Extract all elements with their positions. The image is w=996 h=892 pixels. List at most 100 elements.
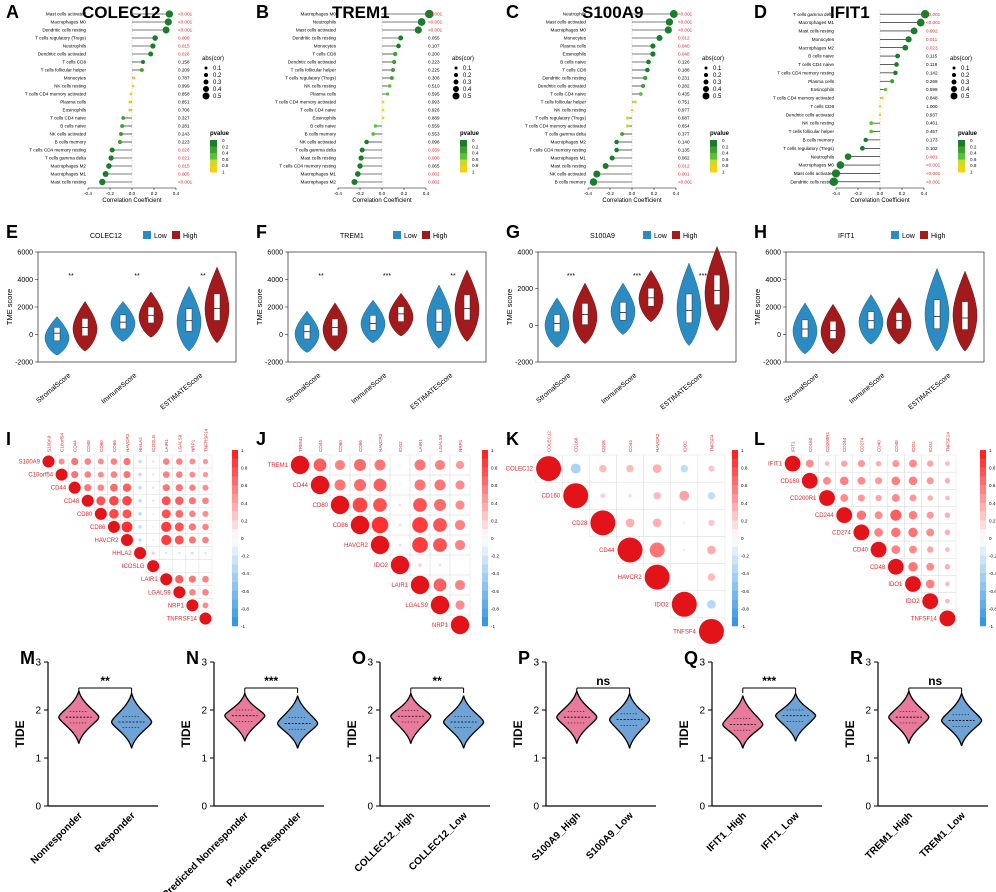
legend-size-label: 0.3 bbox=[961, 80, 970, 86]
colorbar-label: -0.6 bbox=[741, 589, 749, 594]
lollipop-dot bbox=[120, 124, 125, 128]
cell-label: NK cells resting bbox=[554, 108, 586, 113]
lollipop-dot bbox=[396, 43, 401, 49]
row-gene-label: CD44 bbox=[51, 486, 67, 492]
p-value-label: 0.021 bbox=[178, 156, 190, 161]
legend-abs-title: abs(cor) bbox=[950, 56, 972, 62]
lollipop-dot bbox=[878, 105, 882, 108]
panel-label-o: O bbox=[352, 648, 366, 668]
correlation-circle bbox=[350, 515, 370, 535]
correlation-circle bbox=[945, 598, 950, 604]
significance-mark: *** bbox=[762, 674, 776, 688]
cell-label: Macrophages M0 bbox=[301, 12, 337, 17]
correlation-circle bbox=[413, 498, 427, 512]
legend-p-label: 0 bbox=[722, 138, 725, 143]
y-tick-label: 4000 bbox=[517, 250, 533, 257]
correlation-circle bbox=[853, 524, 870, 541]
lollipop-dot bbox=[831, 169, 841, 178]
cell-label: T cells CD4 naive bbox=[300, 108, 336, 113]
p-value-label: <0.001 bbox=[926, 12, 941, 17]
p-value-label: <0.001 bbox=[678, 12, 693, 17]
correlation-circle bbox=[455, 600, 465, 610]
correlation-circle bbox=[434, 479, 446, 491]
column-gene-label: CD80 bbox=[99, 440, 104, 452]
lollipop-dot bbox=[398, 35, 404, 41]
p-value-label: 0.200 bbox=[428, 52, 440, 57]
column-gene-label: TNFSF14 bbox=[945, 432, 950, 452]
colorbar-label: -0.6 bbox=[989, 589, 996, 594]
legend-size-label: 0.3 bbox=[713, 80, 722, 86]
lollipop-dot bbox=[359, 147, 365, 153]
row-gene-label: HAVCR2 bbox=[344, 543, 369, 549]
correlation-circle bbox=[373, 498, 387, 512]
colorbar-segment bbox=[980, 502, 986, 512]
legend-p-label: 0.6 bbox=[970, 157, 977, 162]
correlation-circle bbox=[708, 465, 715, 472]
colorbar-label: 0.4 bbox=[241, 501, 248, 506]
legend-p-label: 1 bbox=[970, 170, 973, 175]
x-category-label: ImmuneScore bbox=[350, 372, 388, 405]
legend-p-label: 0.4 bbox=[722, 151, 729, 156]
significance-mark: *** bbox=[264, 674, 278, 688]
correlation-circle bbox=[824, 461, 830, 466]
violin-second bbox=[110, 693, 153, 749]
lollipop-dot bbox=[109, 147, 115, 153]
box-high bbox=[213, 293, 221, 321]
lollipop-dot bbox=[117, 139, 122, 145]
lollipop-dot bbox=[630, 108, 634, 112]
colorbar-label: -0.4 bbox=[491, 571, 499, 576]
cell-label: T cells CD4 memory resting bbox=[529, 148, 586, 153]
correlation-circle bbox=[165, 551, 168, 555]
cell-label: T cells follicular helper bbox=[789, 129, 835, 134]
legend-size-dot bbox=[703, 79, 709, 85]
correlation-circle bbox=[162, 484, 170, 492]
cell-label: NK cells activated bbox=[549, 172, 586, 177]
colorbar-segment bbox=[980, 590, 986, 600]
correlation-circle bbox=[151, 551, 155, 555]
panel-label-e: E bbox=[6, 222, 18, 242]
legend-size-dot bbox=[951, 79, 957, 85]
box-high bbox=[713, 274, 721, 305]
row-gene-label: LAIR1 bbox=[141, 577, 158, 583]
colorbar-label: 0.4 bbox=[491, 501, 498, 506]
x-axis-title: Correlation Coefficient bbox=[352, 198, 412, 204]
correlation-circle bbox=[707, 491, 716, 500]
correlation-circle bbox=[683, 576, 686, 578]
colorbar-label: 0 bbox=[241, 536, 244, 541]
cell-label: Macrophages M0 bbox=[551, 28, 587, 33]
cell-label: B cells naive bbox=[560, 60, 586, 65]
column-gene-label: CD44 bbox=[628, 440, 633, 452]
p-value-label: 0.140 bbox=[678, 140, 690, 145]
colorbar-segment bbox=[980, 529, 986, 539]
correlation-circle bbox=[926, 477, 934, 485]
p-value-label: 0.225 bbox=[428, 68, 440, 73]
column-gene-label: CD44 bbox=[73, 440, 78, 452]
significance-mark: ** bbox=[433, 674, 443, 688]
p-value-label: 0.115 bbox=[926, 54, 938, 59]
y-axis-title: TIDE bbox=[345, 720, 359, 747]
colorbar-segment bbox=[732, 485, 738, 495]
correlation-circle bbox=[161, 496, 171, 506]
cell-label: T cells CD4 memory resting bbox=[29, 148, 86, 153]
p-value-label: 0.848 bbox=[926, 96, 938, 101]
lollipop-dot bbox=[589, 178, 598, 186]
colorbar-segment bbox=[482, 485, 488, 495]
legend-p-title: pvalue bbox=[710, 131, 730, 137]
cell-label: Plasma cells bbox=[60, 100, 86, 105]
cell-label: Eosinophils bbox=[811, 87, 835, 92]
legend-high-swatch bbox=[920, 231, 928, 239]
legend-gene: TREM1 bbox=[340, 233, 364, 240]
row-gene-label: IDO1 bbox=[888, 582, 903, 588]
row-gene-label: ICOSLG bbox=[122, 564, 145, 570]
y-tick-label: 0 bbox=[279, 332, 283, 339]
colorbar-segment bbox=[482, 608, 488, 618]
column-gene-label: TREM1 bbox=[298, 436, 303, 452]
colorbar-label: 0.6 bbox=[241, 483, 248, 488]
box-high bbox=[647, 287, 655, 307]
cell-label: Macrophages M0 bbox=[51, 20, 87, 25]
legend-p-label: 0.4 bbox=[222, 151, 229, 156]
x-tick-label: 0.4 bbox=[673, 191, 680, 196]
p-value-label: 0.001 bbox=[926, 154, 938, 159]
x-category-label: ESTIMATEScore bbox=[659, 372, 704, 411]
p-value-label: 0.011 bbox=[926, 37, 938, 42]
